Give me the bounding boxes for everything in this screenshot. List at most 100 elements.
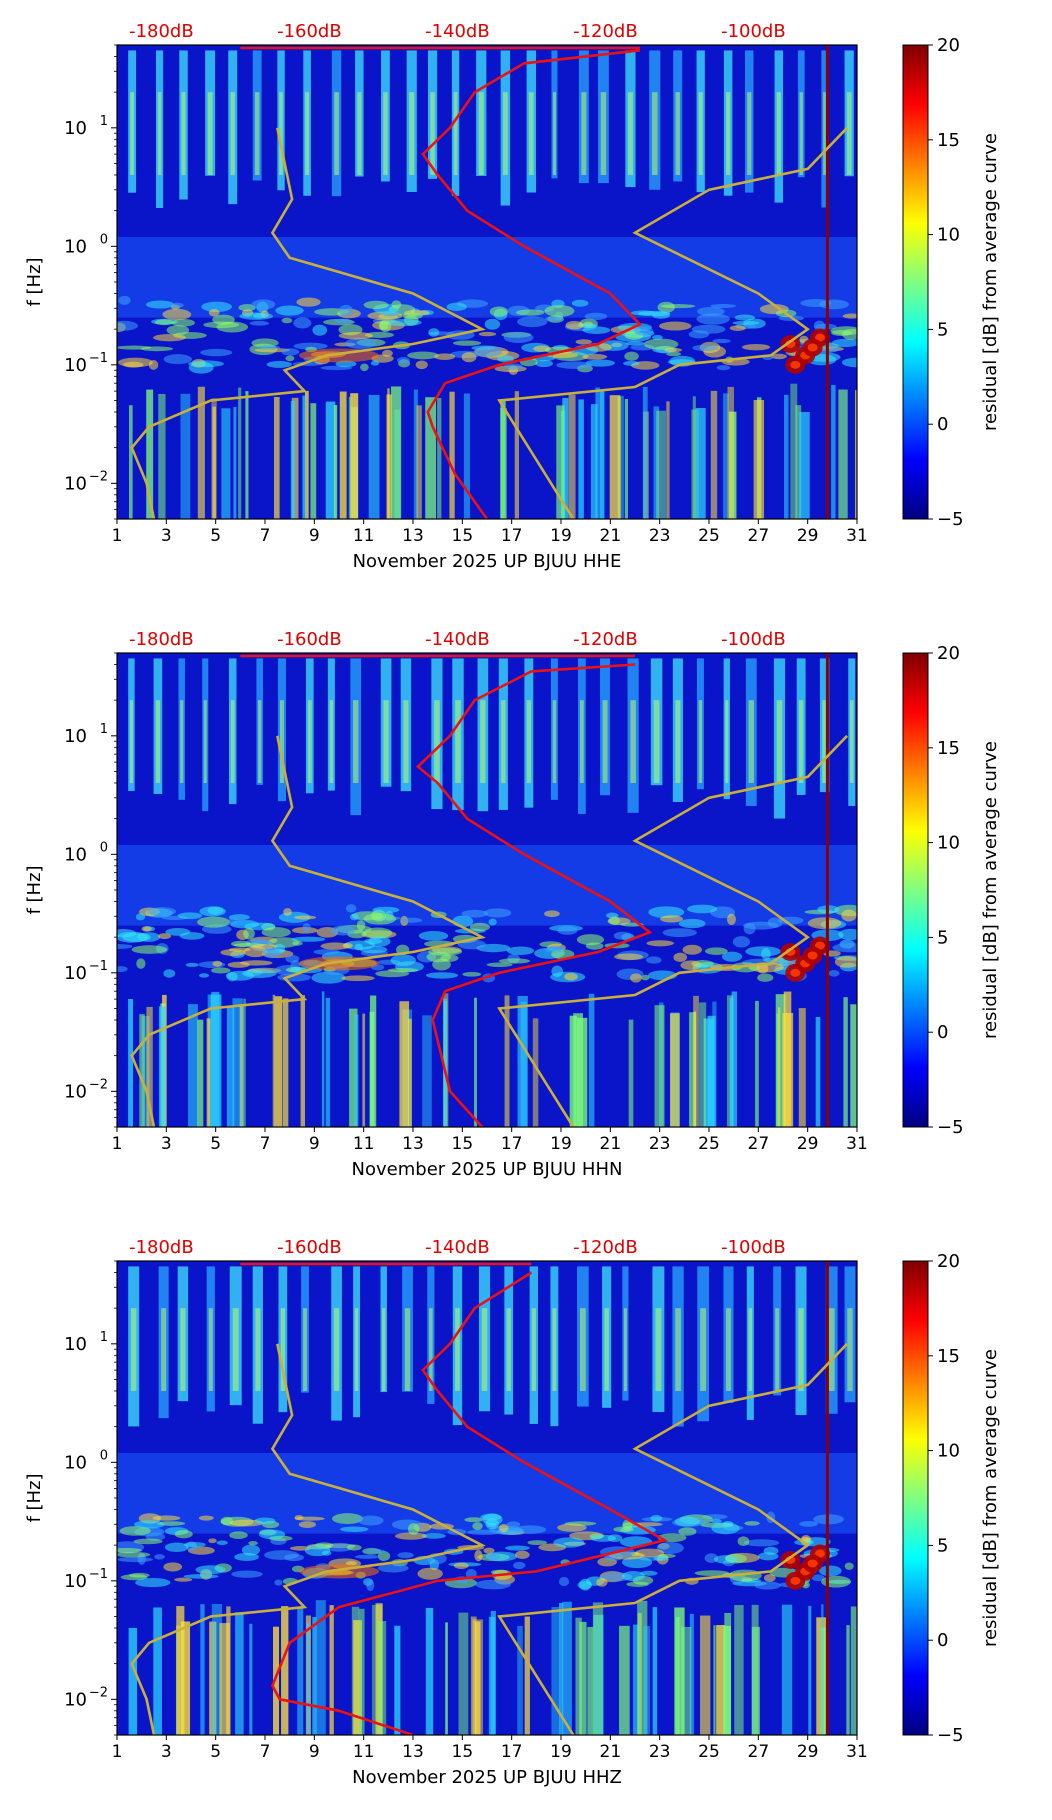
x-tick-label: 29 [797, 526, 819, 546]
y-tick-label: 10 [64, 236, 87, 257]
top-db-label: -160dB [277, 1237, 342, 1258]
spectrogram-image [117, 45, 857, 519]
spectrogram-panel-hhz: 1 3 5 7 9 11 13 15 17 19 21 23 25 27 29 31 November 2025… [0, 1216, 1052, 1816]
colorbar-label: residual [dB] from average curve [980, 741, 1001, 1039]
y-tick-label: 10 [64, 1081, 87, 1102]
red-average-curve [240, 46, 643, 519]
x-tick-label: 5 [210, 526, 221, 546]
y-tick-exponent: 1 [100, 114, 108, 129]
x-tick-label: 3 [161, 526, 172, 546]
x-tick-label: 3 [161, 1742, 172, 1762]
top-db-label: -100dB [721, 21, 786, 42]
y-tick-exponent: 0 [100, 232, 108, 247]
x-tick-label: 5 [210, 1134, 221, 1154]
x-tick-label: 19 [550, 1742, 572, 1762]
x-tick-label: 19 [550, 526, 572, 546]
spectrogram-image [117, 1261, 857, 1735]
colorbar-tick-label: 15 [937, 130, 960, 151]
red-average-curve [240, 1262, 669, 1735]
y-axis-label: f [Hz] [24, 865, 45, 914]
x-tick-label: 15 [452, 526, 474, 546]
y-tick-label: 10 [64, 1452, 87, 1473]
y-tick-label: 10 [64, 1334, 87, 1355]
x-tick-label: 25 [698, 1742, 720, 1762]
top-db-label: -160dB [277, 21, 342, 42]
top-db-label: -120dB [573, 1237, 638, 1258]
top-db-label: -180dB [129, 21, 194, 42]
colorbar-tick-label: −5 [937, 509, 964, 530]
x-tick-label: 11 [353, 1742, 375, 1762]
x-axis-label: November 2025 UP BJUU HHZ [352, 1767, 622, 1788]
x-tick-label: 3 [161, 1134, 172, 1154]
colorbar [902, 1260, 929, 1736]
x-tick-label: 17 [501, 1134, 523, 1154]
y-tick-exponent: −1 [89, 1567, 108, 1582]
gold-curve-left [130, 1343, 486, 1735]
colorbar-tick-label: 5 [937, 319, 948, 340]
gold-curve-right [497, 126, 849, 519]
y-tick-label: 10 [64, 355, 87, 376]
spectrogram-panel-hhe: 1 3 5 7 9 11 13 15 17 19 21 23 25 27 29 31 November 2025… [0, 0, 1052, 600]
colorbar-tick-label: 0 [937, 1630, 948, 1651]
red-average-curve [240, 654, 653, 1127]
x-tick-label: 17 [501, 526, 523, 546]
colorbar-tick-label: 20 [937, 1251, 960, 1272]
spectrogram-image [117, 653, 857, 1127]
colorbar-label: residual [dB] from average curve [980, 1349, 1001, 1647]
colorbar-tick-label: 5 [937, 927, 948, 948]
x-tick-label: 31 [846, 1134, 868, 1154]
x-tick-label: 31 [846, 526, 868, 546]
x-tick-label: 17 [501, 1742, 523, 1762]
y-tick-exponent: 0 [100, 840, 108, 855]
top-db-label: -120dB [573, 21, 638, 42]
x-tick-label: 1 [112, 1742, 123, 1762]
x-tick-label: 11 [353, 1134, 375, 1154]
y-tick-exponent: −1 [89, 351, 108, 366]
colorbar-tick-label: 15 [937, 738, 960, 759]
colorbar-tick-label: −5 [937, 1725, 964, 1746]
y-tick-label: 10 [64, 844, 87, 865]
x-axis-label: November 2025 UP BJUU HHN [352, 1159, 623, 1180]
colorbar-tick-label: 0 [937, 414, 948, 435]
colorbar-tick-label: 15 [937, 1346, 960, 1367]
colorbar-tick-label: −5 [937, 1117, 964, 1138]
colorbar [902, 652, 929, 1128]
x-tick-label: 21 [600, 1134, 622, 1154]
colorbar-tick-label: 10 [937, 1441, 960, 1462]
y-axis-label: f [Hz] [24, 257, 45, 306]
colorbar-tick-label: 20 [937, 643, 960, 664]
x-tick-label: 9 [309, 526, 320, 546]
y-tick-exponent: 0 [100, 1448, 108, 1463]
y-tick-exponent: 1 [100, 722, 108, 737]
x-tick-label: 13 [402, 1134, 424, 1154]
spectrogram-panel-hhn: 1 3 5 7 9 11 13 15 17 19 21 23 25 27 29 31 November 2025… [0, 608, 1052, 1208]
top-db-label: -120dB [573, 629, 638, 650]
top-db-label: -140dB [425, 1237, 490, 1258]
x-tick-label: 19 [550, 1134, 572, 1154]
y-tick-label: 10 [64, 726, 87, 747]
colorbar-tick-label: 10 [937, 225, 960, 246]
x-tick-label: 15 [452, 1134, 474, 1154]
y-tick-exponent: −2 [89, 1685, 108, 1700]
x-tick-label: 11 [353, 526, 375, 546]
x-tick-label: 25 [698, 526, 720, 546]
x-tick-label: 15 [452, 1742, 474, 1762]
gold-curve-left [130, 127, 486, 519]
x-tick-label: 1 [112, 526, 123, 546]
x-tick-label: 7 [260, 1134, 271, 1154]
x-tick-label: 29 [797, 1134, 819, 1154]
x-tick-label: 27 [748, 1742, 770, 1762]
gold-curve-right [497, 1342, 849, 1735]
top-db-label: -180dB [129, 1237, 194, 1258]
x-tick-label: 9 [309, 1742, 320, 1762]
top-db-label: -100dB [721, 1237, 786, 1258]
gold-curve-right [497, 734, 849, 1127]
colorbar-tick-label: 5 [937, 1535, 948, 1556]
y-tick-exponent: 1 [100, 1330, 108, 1345]
top-db-label: -100dB [721, 629, 786, 650]
x-tick-label: 27 [748, 526, 770, 546]
x-tick-label: 13 [402, 526, 424, 546]
